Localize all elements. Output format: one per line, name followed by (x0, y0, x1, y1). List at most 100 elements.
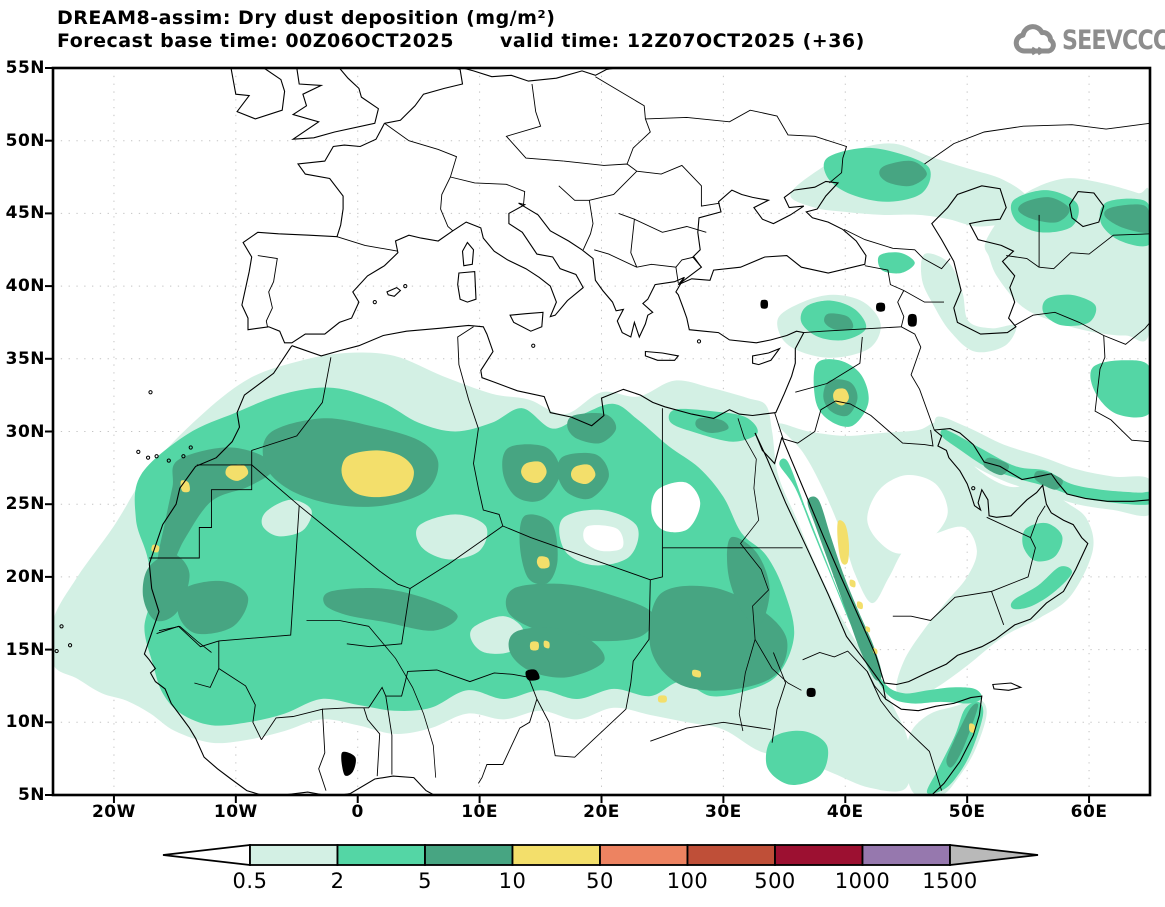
country-border (594, 249, 679, 284)
country-border (149, 464, 253, 559)
dust-region-sudan-yellow-a (692, 669, 702, 678)
country-border (363, 707, 381, 777)
country-border (645, 109, 848, 184)
colorbar-tick-label: 1500 (922, 869, 978, 893)
island-dot (531, 343, 536, 348)
country-border (218, 668, 262, 740)
lon-tick-label: 20W (91, 802, 136, 822)
dust-region-chad-yellow-b (543, 640, 550, 649)
country-border (457, 326, 504, 527)
colorbar (162, 843, 1039, 867)
country-border (409, 525, 504, 589)
country-border (194, 640, 220, 688)
colorbar-tick-label: 5 (418, 869, 432, 893)
colorbar-segment (861, 844, 951, 866)
island-dot (154, 454, 159, 459)
coastline-path (461, 241, 475, 267)
lat-tick-label: 50N (5, 130, 45, 151)
lat-tick-label: 45N (5, 203, 45, 224)
country-border (774, 412, 784, 439)
lon-tick-label: 60E (1070, 802, 1108, 822)
dust-region-algeria-yellow-max (341, 450, 414, 498)
island-dot (166, 458, 171, 463)
colorbar-tick-label: 1000 (834, 869, 891, 893)
country-border (826, 336, 863, 384)
country-border (536, 682, 632, 758)
seevccc-logo: SEEVCCC (1012, 22, 1165, 58)
colorbar-tick-label: 0.5 (232, 869, 268, 893)
dust-region-hejaz-yellow-dot-b (856, 601, 863, 610)
country-border (803, 326, 902, 334)
coastline-path (384, 68, 464, 124)
country-border (251, 464, 411, 589)
country-border (892, 590, 1005, 626)
dust-region-hejaz-yellow-dot-c (865, 626, 871, 633)
lon-tick-label: 0 (351, 802, 364, 822)
lat-tick-label: 15N (5, 639, 45, 660)
colorbar-segment (511, 844, 601, 866)
country-border (1103, 322, 1150, 345)
island-dot (148, 390, 153, 395)
country-border (582, 200, 594, 250)
lat-tick-label: 55N (5, 58, 45, 78)
lake (806, 687, 816, 697)
country-border (782, 400, 836, 444)
lat-tick-label: 25N (5, 494, 45, 515)
coastline-path (291, 277, 805, 427)
dust-region-west-libya-yellow (521, 461, 547, 484)
dust-region-egypt-coast-dark (695, 417, 729, 434)
coastline-path (781, 429, 1089, 686)
lake (760, 299, 769, 309)
country-border (384, 122, 458, 232)
forecast-base-time: Forecast base time: 00Z06OCT2025 (57, 30, 454, 52)
island-dot (181, 454, 186, 459)
island-dot (372, 299, 377, 305)
lat-tick-label: 10N (5, 712, 45, 733)
geography (54, 68, 1150, 795)
island-dot (59, 624, 64, 629)
coastline-path (386, 286, 402, 297)
lon-tick-label: 40E (826, 802, 864, 822)
colorbar-tick-label: 50 (586, 869, 614, 893)
dust-region-hejaz-yellow-streak (837, 520, 850, 565)
dust-region-nubia-dark (726, 536, 770, 626)
dust-region-sw-libya-yellow (536, 556, 550, 569)
country-border (897, 290, 905, 327)
lon-tick-label: 10E (461, 802, 498, 822)
dust-region-hole-hoggar (416, 514, 488, 560)
island-dot (696, 339, 702, 344)
coastline-path (754, 432, 983, 795)
lat-tick-label: 30N (5, 421, 45, 442)
country-border (843, 228, 951, 270)
lon-tick-label: 50E (948, 802, 986, 822)
dust-region-hejaz-yellow-dot-a (849, 579, 856, 588)
map-area (45, 66, 1152, 803)
island-dot (136, 449, 141, 454)
country-border (385, 696, 393, 775)
dust-region-morocco-yellow (225, 464, 249, 481)
dust-region-sudan-yellow-b (657, 695, 667, 703)
colorbar-segment (686, 844, 776, 866)
dust-region-kyzylkum-dark (1104, 204, 1150, 233)
dust-region-chad-south-dark (508, 627, 605, 678)
lon-tick-label: 30E (704, 802, 742, 822)
country-border (450, 176, 526, 205)
island-dot (145, 455, 151, 460)
river-path (737, 418, 769, 732)
coastline-path (752, 347, 782, 366)
colorbar-under-arrow (162, 843, 251, 867)
dust-region-mali-dark (177, 580, 249, 635)
dust-region-turkmen-south-green (1042, 294, 1097, 327)
river-path (306, 620, 437, 778)
country-border (478, 677, 538, 784)
island-dot (67, 643, 73, 648)
axis-ticks (45, 67, 1091, 803)
lake (876, 302, 886, 312)
coastline-path (644, 350, 680, 361)
lon-tick-label: 10W (213, 802, 258, 822)
country-border (502, 525, 651, 581)
colorbar-segment (599, 844, 689, 866)
coastline-path (518, 180, 867, 339)
dust-region-zagros-coast-dark-a (983, 457, 1010, 476)
country-border (901, 326, 935, 431)
